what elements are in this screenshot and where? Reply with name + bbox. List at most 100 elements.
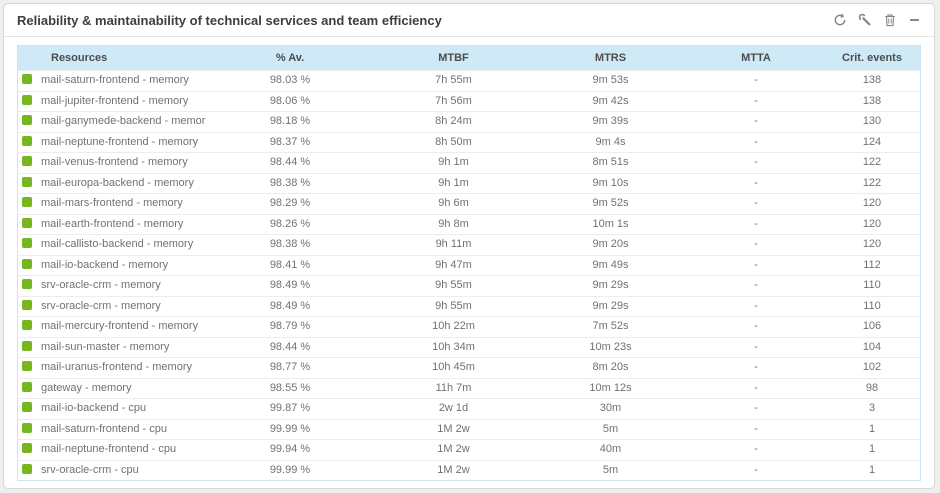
availability-value: 98.18 % [206, 111, 374, 132]
table-row[interactable]: mail-ganymede-backend - memory 98.18 % 8… [18, 111, 920, 132]
resource-name: mail-neptune-frontend - cpu [41, 443, 177, 455]
wrench-icon[interactable] [858, 13, 872, 27]
mtta-value: - [688, 336, 824, 358]
availability-value: 98.44 % [206, 152, 374, 173]
crit-events-value: 122 [824, 152, 920, 173]
mtta-value: - [688, 234, 824, 255]
mtbf-value: 9h 55m [374, 295, 533, 317]
panel-header: Reliability & maintainability of technic… [4, 4, 934, 37]
table-row[interactable]: mail-sun-master - memory 98.44 % 10h 34m… [18, 336, 920, 358]
table-row[interactable]: mail-io-backend - memory 98.41 % 9h 47m … [18, 254, 920, 276]
availability-value: 98.03 % [206, 70, 374, 91]
crit-events-value: 120 [824, 193, 920, 214]
table-row[interactable]: mail-mars-frontend - memory 98.29 % 9h 6… [18, 193, 920, 214]
mtta-value: - [688, 172, 824, 194]
status-ok-icon [22, 299, 32, 310]
availability-value: 98.38 % [206, 234, 374, 255]
availability-value: 98.29 % [206, 193, 374, 214]
table-row[interactable]: mail-uranus-frontend - memory 98.77 % 10… [18, 357, 920, 378]
column-header-resources: Resources [18, 46, 206, 71]
status-ok-icon [22, 238, 32, 248]
availability-value: 99.99 % [206, 459, 374, 480]
mtta-value: - [688, 418, 824, 440]
mtta-value: - [688, 90, 824, 112]
mtrs-value: 30m [533, 398, 688, 419]
mtbf-value: 9h 47m [374, 254, 533, 276]
table-row[interactable]: mail-callisto-backend - memory 98.38 % 9… [18, 234, 920, 255]
availability-value: 98.38 % [206, 172, 374, 194]
table-row[interactable]: mail-jupiter-frontend - memory 98.06 % 7… [18, 90, 920, 112]
resource-name: mail-sun-master - memory [41, 340, 170, 353]
table-row[interactable]: mail-saturn-frontend - memory 98.03 % 7h… [18, 70, 920, 91]
mtrs-value: 10m 12s [533, 377, 688, 399]
table-row[interactable]: srv-oracle-crm - memory 98.49 % 9h 55m 9… [18, 275, 920, 296]
crit-events-value: 102 [824, 357, 920, 378]
column-header-mtbf: MTBF [374, 46, 533, 71]
mtbf-value: 9h 55m [374, 275, 533, 296]
status-ok-icon [22, 156, 32, 166]
mtbf-value: 9h 11m [374, 234, 533, 255]
column-header-availability: % Av. [206, 46, 374, 71]
crit-events-value: 1 [824, 418, 920, 440]
table-row[interactable]: mail-saturn-frontend - cpu 99.99 % 1M 2w… [18, 418, 920, 440]
mtta-value: - [688, 459, 824, 480]
resource-name: mail-mars-frontend - memory [41, 197, 183, 209]
status-ok-icon [22, 217, 32, 228]
mtrs-value: 9m 49s [533, 254, 688, 276]
resource-name: mail-neptune-frontend - memory [41, 135, 199, 148]
mtbf-value: 8h 24m [374, 111, 533, 132]
resource-name: mail-jupiter-frontend - memory [41, 94, 189, 107]
resource-name: mail-callisto-backend - memory [41, 238, 194, 250]
mtta-value: - [688, 254, 824, 276]
mtbf-value: 1M 2w [374, 439, 533, 460]
table-row[interactable]: mail-neptune-frontend - memory 98.37 % 8… [18, 131, 920, 153]
resource-name: mail-uranus-frontend - memory [41, 361, 192, 373]
mtbf-value: 9h 6m [374, 193, 533, 214]
crit-events-value: 110 [824, 275, 920, 296]
status-ok-icon [22, 361, 32, 371]
mtbf-value: 1M 2w [374, 418, 533, 440]
crit-events-value: 138 [824, 70, 920, 91]
status-ok-icon [22, 258, 32, 269]
crit-events-value: 1 [824, 439, 920, 460]
column-header-crit-events: Crit. events [824, 46, 920, 71]
mtbf-value: 7h 56m [374, 90, 533, 112]
resource-name: srv-oracle-crm - memory [41, 299, 161, 312]
table-row[interactable]: mail-venus-frontend - memory 98.44 % 9h … [18, 152, 920, 173]
mtta-value: - [688, 357, 824, 378]
trash-icon[interactable] [883, 13, 897, 27]
column-header-mtta: MTTA [688, 46, 824, 71]
reliability-table: Resources % Av. MTBF MTRS MTTA Crit. eve… [17, 45, 921, 481]
status-ok-icon [22, 381, 32, 392]
availability-value: 99.94 % [206, 439, 374, 460]
availability-value: 98.44 % [206, 336, 374, 358]
table-row[interactable]: mail-io-backend - cpu 99.87 % 2w 1d 30m … [18, 398, 920, 419]
mtbf-value: 9h 8m [374, 213, 533, 235]
minimize-icon[interactable] [908, 13, 921, 27]
mtbf-value: 2w 1d [374, 398, 533, 419]
mtbf-value: 9h 1m [374, 172, 533, 194]
table-row[interactable]: mail-europa-backend - memory 98.38 % 9h … [18, 172, 920, 194]
table-row[interactable]: mail-neptune-frontend - cpu 99.94 % 1M 2… [18, 439, 920, 460]
mtta-value: - [688, 111, 824, 132]
mtrs-value: 10m 1s [533, 213, 688, 235]
table-row[interactable]: mail-mercury-frontend - memory 98.79 % 1… [18, 316, 920, 337]
mtta-value: - [688, 213, 824, 235]
refresh-icon[interactable] [833, 13, 847, 27]
mtrs-value: 9m 10s [533, 172, 688, 194]
mtta-value: - [688, 70, 824, 91]
crit-events-value: 98 [824, 377, 920, 399]
crit-events-value: 112 [824, 254, 920, 276]
mtta-value: - [688, 316, 824, 337]
mtta-value: - [688, 275, 824, 296]
table-row[interactable]: mail-earth-frontend - memory 98.26 % 9h … [18, 213, 920, 235]
mtrs-value: 9m 39s [533, 111, 688, 132]
mtrs-value: 9m 29s [533, 275, 688, 296]
table-row[interactable]: gateway - memory 98.55 % 11h 7m 10m 12s … [18, 377, 920, 399]
table-row[interactable]: srv-oracle-crm - cpu 99.99 % 1M 2w 5m - … [18, 459, 920, 480]
mtbf-value: 10h 22m [374, 316, 533, 337]
availability-value: 99.99 % [206, 418, 374, 440]
table-row[interactable]: srv-oracle-crm - memory 98.49 % 9h 55m 9… [18, 295, 920, 317]
availability-value: 98.77 % [206, 357, 374, 378]
crit-events-value: 3 [824, 398, 920, 419]
